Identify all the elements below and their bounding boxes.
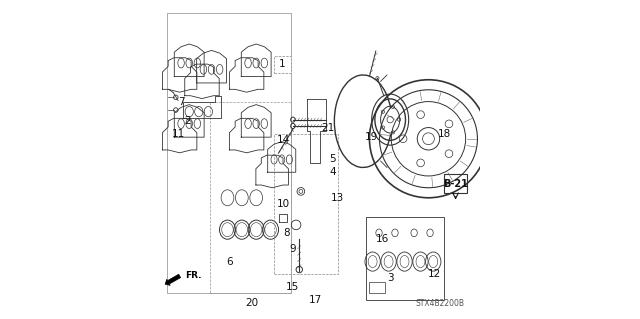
Bar <box>274 134 337 274</box>
Text: 1: 1 <box>279 59 285 70</box>
Text: FR.: FR. <box>185 271 202 280</box>
Text: 9: 9 <box>289 244 296 254</box>
Text: 13: 13 <box>331 193 344 203</box>
Text: 16: 16 <box>376 234 389 244</box>
Text: 3: 3 <box>387 272 394 283</box>
Text: 1: 1 <box>283 59 290 69</box>
Text: 17: 17 <box>308 295 322 305</box>
Text: B-21: B-21 <box>443 179 468 189</box>
Text: 10: 10 <box>276 199 290 209</box>
Text: 5: 5 <box>330 154 336 165</box>
Bar <box>210 102 291 293</box>
Text: 12: 12 <box>428 269 442 279</box>
Bar <box>369 282 385 293</box>
Text: STX4B2200B: STX4B2200B <box>415 299 464 308</box>
Bar <box>167 13 291 293</box>
Text: 18: 18 <box>438 129 451 139</box>
Text: 7: 7 <box>178 97 184 107</box>
Text: 19: 19 <box>364 132 378 142</box>
Text: 6: 6 <box>226 256 232 267</box>
Text: 20: 20 <box>245 298 258 308</box>
Bar <box>444 174 467 193</box>
FancyArrow shape <box>165 274 180 286</box>
Text: 4: 4 <box>330 167 336 177</box>
Text: 2: 2 <box>184 116 191 126</box>
Bar <box>274 56 291 73</box>
Bar <box>366 217 444 300</box>
Text: 14: 14 <box>276 135 290 145</box>
Text: 21: 21 <box>321 122 335 133</box>
Text: 15: 15 <box>286 282 300 292</box>
Text: 11: 11 <box>172 129 185 139</box>
Text: 8: 8 <box>283 228 290 238</box>
